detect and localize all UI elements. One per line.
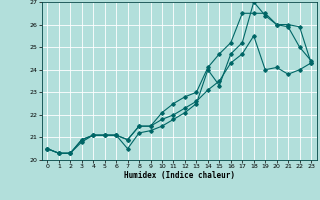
- X-axis label: Humidex (Indice chaleur): Humidex (Indice chaleur): [124, 171, 235, 180]
